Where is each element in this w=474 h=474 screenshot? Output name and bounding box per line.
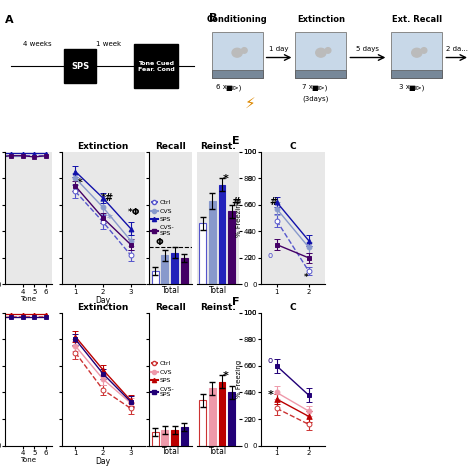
Ellipse shape	[241, 48, 247, 53]
X-axis label: Day: Day	[96, 296, 110, 305]
Text: #: #	[270, 197, 278, 207]
FancyBboxPatch shape	[64, 49, 96, 83]
Ellipse shape	[325, 48, 331, 53]
X-axis label: Total: Total	[209, 447, 227, 456]
Text: 2 da...: 2 da...	[446, 46, 468, 53]
Text: Tone Cued
Fear. Cond: Tone Cued Fear. Cond	[137, 61, 174, 72]
Bar	[228, 392, 235, 446]
Bar	[199, 223, 206, 284]
X-axis label: Total: Total	[162, 447, 180, 456]
Legend: Ctrl, CVS, SPS, CVS-
SPS: Ctrl, CVS, SPS, CVS- SPS	[150, 360, 175, 398]
X-axis label: Total: Total	[209, 286, 227, 295]
Title: Reinst.: Reinst.	[200, 142, 236, 151]
Text: Extinction: Extinction	[297, 15, 345, 24]
Text: 1 week: 1 week	[96, 41, 121, 47]
Ellipse shape	[232, 48, 242, 57]
Text: ■⧐): ■⧐)	[409, 84, 425, 91]
Bar	[162, 255, 168, 284]
Text: *: *	[77, 178, 82, 188]
Text: 6 x: 6 x	[216, 84, 227, 90]
X-axis label: Tone: Tone	[20, 296, 36, 302]
FancyBboxPatch shape	[392, 70, 442, 78]
Bar	[228, 211, 235, 284]
Title: Extinction: Extinction	[77, 142, 129, 151]
Bar	[209, 201, 216, 284]
Title: Reinst.: Reinst.	[200, 303, 236, 312]
Text: ■⧐): ■⧐)	[225, 84, 242, 91]
FancyBboxPatch shape	[392, 32, 442, 78]
FancyBboxPatch shape	[211, 32, 263, 78]
Text: (3days): (3days)	[302, 95, 329, 102]
Text: B: B	[209, 13, 217, 23]
Text: *: *	[223, 174, 229, 184]
Title: Recall: Recall	[155, 303, 186, 312]
Text: *: *	[106, 214, 112, 224]
Text: o: o	[268, 356, 273, 365]
Text: Φ: Φ	[155, 237, 163, 246]
Text: SPS: SPS	[71, 62, 90, 71]
Y-axis label: % Freezing: % Freezing	[236, 199, 242, 237]
Bar	[181, 258, 188, 284]
Title: Recall: Recall	[155, 142, 186, 151]
X-axis label: Total: Total	[162, 286, 180, 295]
Y-axis label: % Freezing: % Freezing	[236, 360, 242, 398]
Bar	[219, 382, 225, 446]
FancyBboxPatch shape	[211, 70, 263, 78]
Text: #: #	[231, 197, 240, 207]
Bar	[162, 429, 168, 446]
Text: o: o	[268, 251, 273, 260]
Text: *: *	[268, 390, 273, 400]
X-axis label: Day: Day	[96, 457, 110, 466]
Title: C: C	[290, 303, 296, 312]
FancyBboxPatch shape	[295, 70, 346, 78]
Ellipse shape	[316, 48, 326, 57]
FancyBboxPatch shape	[295, 32, 346, 78]
Bar	[152, 271, 158, 284]
Text: 7 x: 7 x	[302, 84, 313, 90]
Text: *Φ: *Φ	[128, 209, 140, 218]
Bar	[152, 432, 158, 446]
Text: ■⧐): ■⧐)	[312, 84, 328, 91]
Text: *#: *#	[101, 193, 114, 203]
Text: 1 day: 1 day	[269, 46, 289, 53]
Text: A: A	[5, 15, 13, 25]
Text: *: *	[223, 371, 229, 381]
Title: Extinction: Extinction	[77, 303, 129, 312]
Bar	[209, 389, 216, 446]
Text: 3 x: 3 x	[400, 84, 410, 90]
Text: E: E	[232, 136, 239, 146]
Legend: Ctrl, CVS, SPS, CVS-
SPS: Ctrl, CVS, SPS, CVS- SPS	[150, 199, 175, 237]
Text: *: *	[304, 273, 309, 283]
Title: C: C	[290, 142, 296, 151]
Bar	[171, 429, 178, 446]
Bar	[181, 427, 188, 446]
Ellipse shape	[412, 48, 422, 57]
Text: ⚡: ⚡	[244, 95, 255, 110]
FancyBboxPatch shape	[134, 45, 178, 88]
Text: Ext. Recall: Ext. Recall	[392, 15, 442, 24]
Bar	[171, 253, 178, 284]
X-axis label: Tone: Tone	[20, 457, 36, 463]
Text: 5 days: 5 days	[356, 46, 379, 53]
Text: 4 weeks: 4 weeks	[23, 41, 52, 47]
Text: F: F	[232, 297, 239, 307]
Bar	[219, 185, 225, 284]
Ellipse shape	[421, 48, 427, 53]
Text: Conditioning: Conditioning	[207, 15, 267, 24]
Bar	[199, 401, 206, 446]
